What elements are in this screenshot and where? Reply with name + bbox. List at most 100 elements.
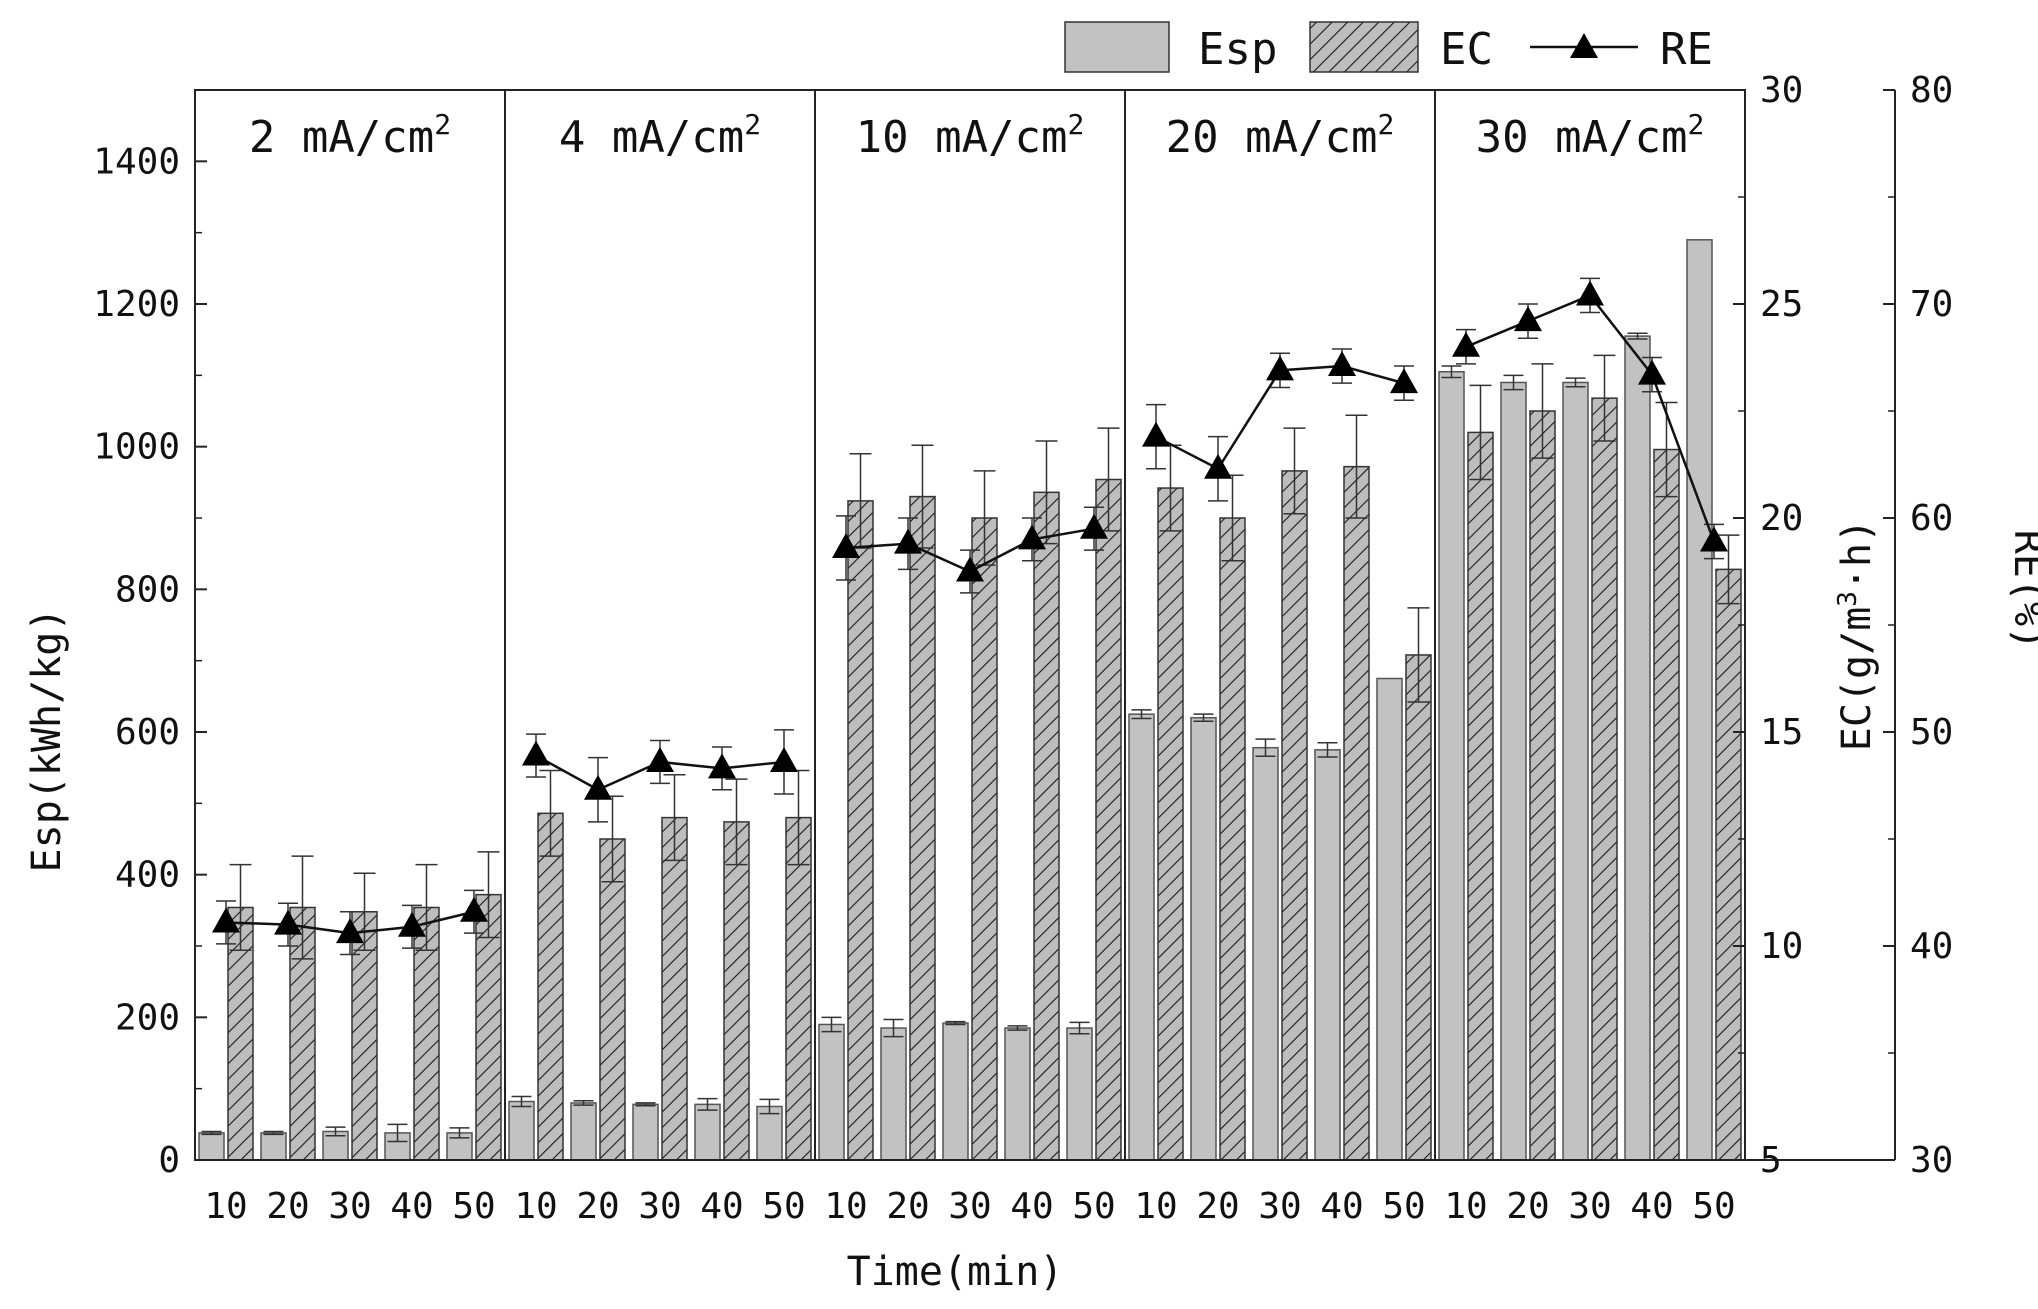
x-tick-label: 50	[762, 1186, 805, 1227]
group-label-sup: 2	[1068, 108, 1085, 141]
re-marker	[584, 774, 612, 800]
ec-bar	[475, 893, 502, 1161]
re-marker	[1204, 453, 1232, 479]
ec-axis-tick-label: 10	[1760, 926, 1803, 967]
re-marker	[336, 918, 364, 944]
x-tick-label: 20	[1196, 1186, 1239, 1227]
re-marker	[832, 532, 860, 558]
legend-esp-label: Esp	[1198, 24, 1277, 75]
re-series	[212, 280, 1728, 944]
x-tick-label: 30	[1568, 1186, 1611, 1227]
esp-bar	[198, 1132, 225, 1161]
re-marker	[1638, 359, 1666, 385]
ec-bar	[1653, 448, 1680, 1161]
left-axis-tick-label: 1400	[93, 141, 180, 182]
legend-esp-swatch	[1064, 21, 1170, 73]
left-axis-tick-label: 1000	[93, 427, 180, 468]
ec-axis-title: EC(g/m3·h)	[1833, 519, 1880, 751]
legend: Esp EC RE	[1064, 21, 1713, 75]
esp-bar	[260, 1132, 287, 1161]
x-tick-label: 30	[328, 1186, 371, 1227]
group-label: 4 mA/cm2	[559, 108, 761, 163]
group-label-sup: 2	[1688, 108, 1705, 141]
re-marker	[1018, 524, 1046, 550]
error-bar-layer	[201, 277, 1740, 1143]
legend-re-marker	[1570, 33, 1598, 58]
ec-axis-tick-label: 15	[1760, 712, 1803, 753]
re-marker	[1328, 351, 1356, 377]
axes: 0 200 400 600 800 1000 1200 1400 5 10 15 20 25 30 30 40…	[93, 70, 1953, 1181]
ec-bar	[1095, 478, 1122, 1161]
re-marker	[646, 746, 674, 772]
ec-bar	[1405, 654, 1432, 1161]
group-label-base: 20 mA/cm	[1166, 112, 1378, 163]
ec-bar	[1281, 470, 1308, 1161]
x-tick-label: 10	[1444, 1186, 1487, 1227]
ec-bar	[723, 821, 750, 1161]
ec-bar	[847, 500, 874, 1161]
group-label-sup: 2	[434, 108, 451, 141]
x-tick-label: 20	[266, 1186, 309, 1227]
esp-bar	[508, 1100, 535, 1161]
esp-bar	[942, 1022, 969, 1161]
group-label: 10 mA/cm2	[856, 108, 1085, 163]
esp-bar	[1562, 381, 1589, 1161]
ec-bar	[1529, 410, 1556, 1161]
re-marker	[212, 907, 240, 933]
x-tick-label: 40	[1010, 1186, 1053, 1227]
re-marker	[398, 911, 426, 937]
ec-bar	[1591, 397, 1618, 1161]
x-tick-label: 30	[638, 1186, 681, 1227]
esp-bar	[570, 1102, 597, 1161]
group-labels: 2 mA/cm2 4 mA/cm2 10 mA/cm2 20 mA/cm2 30 mA/…	[249, 108, 1705, 163]
esp-bar	[1624, 335, 1651, 1161]
ec-bar	[1343, 465, 1370, 1161]
esp-bar	[1128, 713, 1155, 1161]
x-tick-label: 30	[948, 1186, 991, 1227]
re-axis-tick-label: 40	[1910, 926, 1953, 967]
ec-axis-title-base: EC(g/m	[1834, 607, 1880, 752]
x-tick-label: 10	[1134, 1186, 1177, 1227]
ec-bar	[909, 495, 936, 1161]
left-axis-title: Esp(kWh/kg)	[24, 608, 70, 873]
legend-re-label: RE	[1660, 24, 1713, 75]
ec-axis-tick-label: 5	[1760, 1140, 1782, 1181]
legend-ec-swatch	[1309, 21, 1419, 73]
left-axis-tick-label: 800	[115, 569, 180, 610]
ec-bar	[599, 838, 626, 1161]
x-tick-label: 10	[514, 1186, 557, 1227]
ec-axis-title-tail: ·h)	[1834, 519, 1880, 591]
x-tick-label: 20	[886, 1186, 929, 1227]
re-axis-tick-label: 80	[1910, 70, 1953, 111]
ec-axis-tick-label: 30	[1760, 70, 1803, 111]
re-marker	[1514, 306, 1542, 332]
re-marker	[1576, 280, 1604, 306]
esp-bar	[1252, 746, 1279, 1161]
bar-layer	[198, 239, 1742, 1161]
x-tick-label: 30	[1258, 1186, 1301, 1227]
esp-bar	[1004, 1027, 1031, 1161]
x-tick-label: 50	[1382, 1186, 1425, 1227]
legend-ec-label: EC	[1440, 24, 1493, 75]
re-marker	[894, 528, 922, 554]
esp-bar	[1686, 239, 1713, 1161]
ec-bar	[971, 517, 998, 1161]
esp-bar	[756, 1105, 783, 1161]
esp-bar	[818, 1023, 845, 1161]
re-marker	[274, 909, 302, 935]
group-label-base: 30 mA/cm	[1476, 112, 1688, 163]
re-marker	[708, 753, 736, 779]
x-tick-label: 10	[204, 1186, 247, 1227]
group-label-sup: 2	[744, 108, 761, 141]
re-marker	[956, 556, 984, 582]
ec-bar	[1033, 491, 1060, 1161]
x-tick-label: 50	[1692, 1186, 1735, 1227]
esp-bar	[1500, 381, 1527, 1161]
re-marker	[1080, 513, 1108, 539]
re-marker	[1266, 355, 1294, 381]
re-axis-tick-label: 30	[1910, 1140, 1953, 1181]
re-marker	[1390, 368, 1418, 394]
ec-bar	[537, 812, 564, 1161]
left-axis-tick-label: 600	[115, 712, 180, 753]
re-marker	[522, 740, 550, 766]
